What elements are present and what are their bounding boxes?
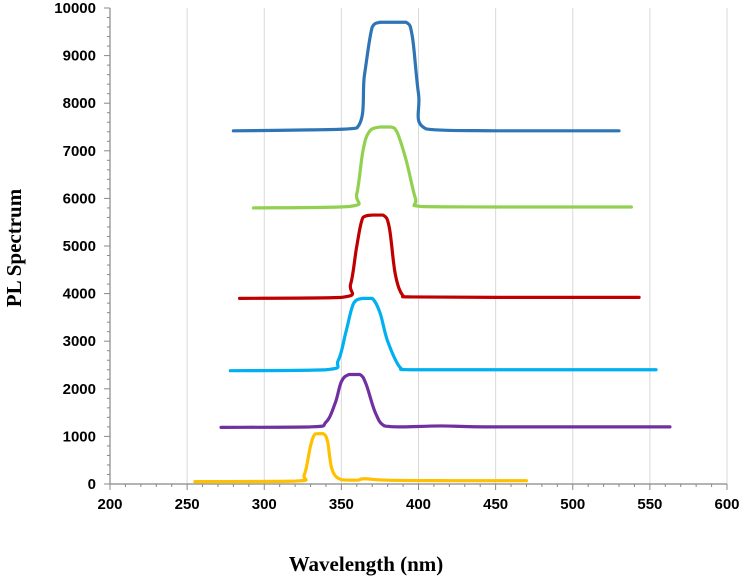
y-tick-label-2000: 2000 [63,381,96,398]
tick-layer: 200 250 300 350 400 450 500 550 6000100020003000… [54,0,739,513]
x-tick-label-200: 200 [97,496,122,513]
x-tick-label-600: 600 [714,496,739,513]
x-tick-label-500: 500 [560,496,585,513]
x-tick-label-350: 350 [329,496,354,513]
y-tick-label-0: 0 [88,476,96,493]
series-line-blue [231,20,621,133]
y-tick-label-9000: 9000 [63,48,96,65]
series-line-sky-blue [228,296,658,373]
y-tick-label-8000: 8000 [63,95,96,112]
x-tick-label-400: 400 [406,496,431,513]
x-tick-label-550: 550 [637,496,662,513]
y-tick-label-10000: 10000 [54,0,96,17]
series-line-orange [193,431,529,484]
y-tick-label-3000: 3000 [63,333,96,350]
series-line-light-green [251,125,633,210]
y-tick-label-1000: 1000 [63,428,96,445]
x-tick-label-250: 250 [175,496,200,513]
y-axis-title: PL Spectrum [2,188,26,307]
series-layer [193,20,672,484]
y-tick-label-6000: 6000 [63,190,96,207]
y-tick-label-5000: 5000 [63,238,96,255]
x-tick-label-300: 300 [252,496,277,513]
grid-layer [186,8,728,484]
x-tick-label-450: 450 [483,496,508,513]
series-line-dark-red [237,213,641,300]
y-tick-label-7000: 7000 [63,143,96,160]
x-axis-title: Wavelength (nm) [289,552,444,576]
y-tick-label-4000: 4000 [63,286,96,303]
series-line-purple [219,372,672,429]
